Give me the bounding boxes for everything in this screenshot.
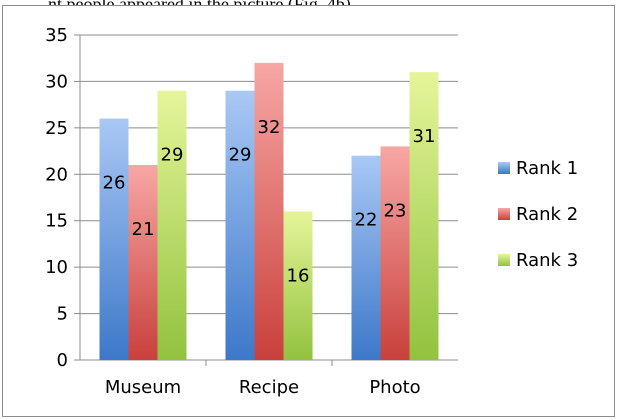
data-label-recipe-rank-3: 16: [287, 265, 310, 286]
legend-label-rank-1: Rank 1: [516, 158, 578, 179]
y-tick-label: 35: [45, 25, 68, 46]
y-tick-label: 0: [57, 350, 68, 371]
x-tick-label-photo: Photo: [369, 377, 420, 398]
bar-photo-rank-3: [409, 72, 439, 361]
y-tick-label: 15: [45, 211, 68, 232]
legend: Rank 1 Rank 2 Rank 3: [498, 158, 578, 271]
data-label-recipe-rank-1: 29: [229, 145, 252, 166]
data-labels: 26 21 29 29 32 16 22 23 31: [103, 117, 436, 287]
y-tick-label: 10: [45, 257, 68, 278]
data-label-museum-rank-2: 21: [132, 219, 155, 240]
data-label-photo-rank-2: 23: [384, 200, 407, 221]
y-tick-label: 20: [45, 164, 68, 185]
y-tick-label: 5: [57, 304, 68, 325]
bar-museum-rank-2: [128, 165, 158, 360]
legend-swatch-rank-3: [498, 254, 510, 266]
y-tick-label: 30: [45, 71, 68, 92]
legend-label-rank-2: Rank 2: [516, 204, 578, 225]
data-label-museum-rank-3: 29: [161, 145, 184, 166]
bar-recipe-rank-3: [283, 211, 313, 360]
bars: [99, 62, 439, 361]
data-label-photo-rank-3: 31: [413, 126, 436, 147]
data-label-photo-rank-1: 22: [355, 210, 378, 231]
y-tick-label: 25: [45, 118, 68, 139]
x-tick-label-recipe: Recipe: [239, 377, 299, 398]
bar-recipe-rank-1: [225, 90, 255, 360]
legend-swatch-rank-1: [498, 162, 510, 174]
bar-museum-rank-3: [157, 90, 187, 360]
bar-photo-rank-2: [380, 146, 410, 360]
data-label-recipe-rank-2: 32: [258, 117, 281, 138]
x-tick-label-museum: Museum: [105, 377, 181, 398]
legend-swatch-rank-2: [498, 208, 510, 220]
bar-museum-rank-1: [99, 118, 129, 360]
legend-label-rank-3: Rank 3: [516, 250, 578, 271]
axes: 0 5 10 15 20 25 30 35 Museum Recipe Photo: [45, 25, 458, 398]
bar-recipe-rank-2: [254, 62, 284, 360]
bar-photo-rank-1: [351, 155, 381, 360]
data-label-museum-rank-1: 26: [103, 173, 126, 194]
